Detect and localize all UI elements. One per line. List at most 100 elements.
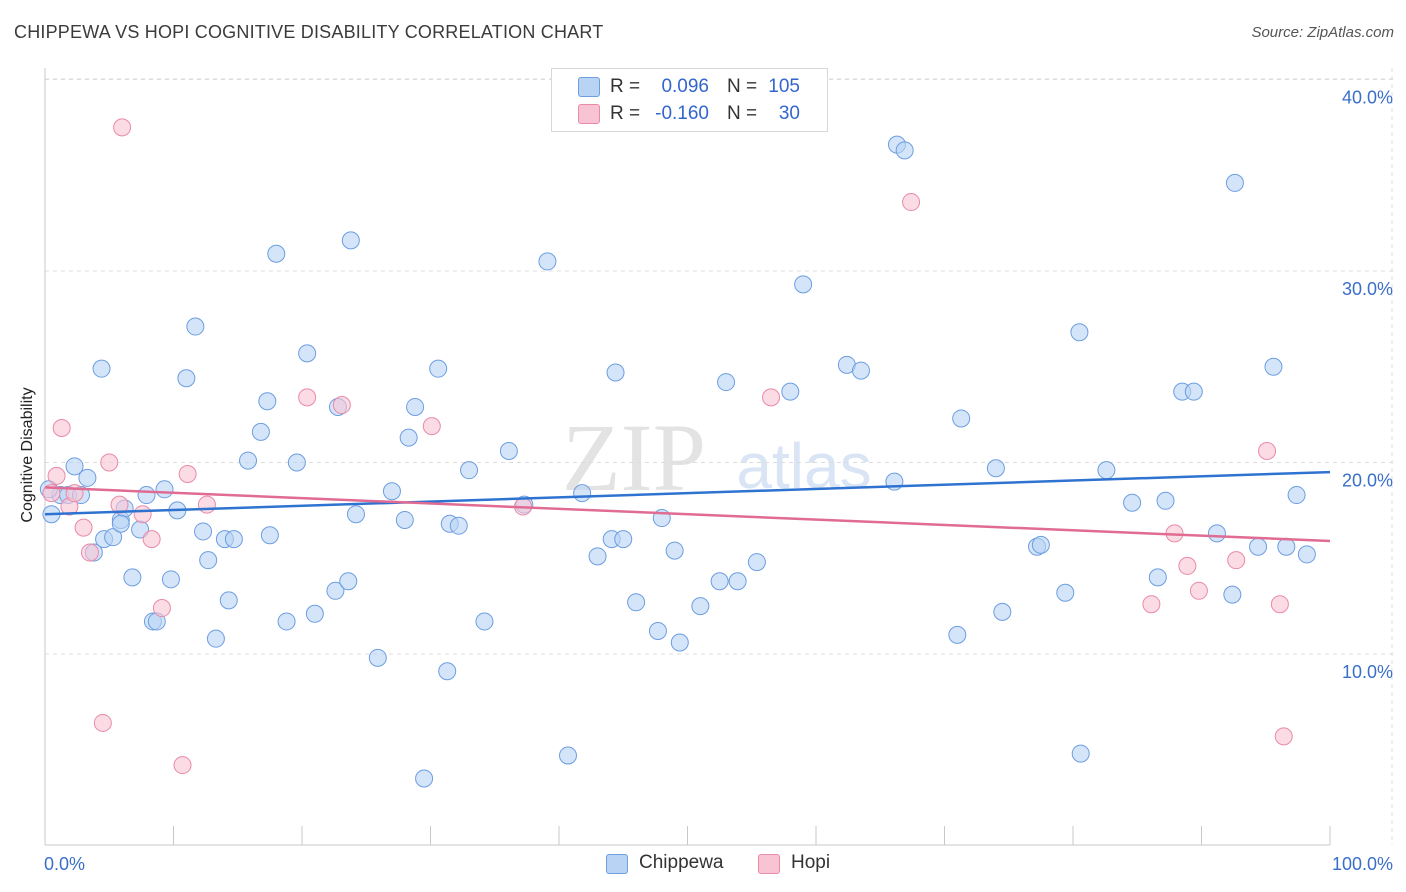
legend-n-label: N = xyxy=(727,76,758,97)
hopi-point xyxy=(902,193,921,212)
chippewa-point xyxy=(177,369,196,388)
legend-r-value: 0.096 xyxy=(661,76,709,97)
chippewa-point xyxy=(728,572,747,591)
chippewa-point xyxy=(368,648,387,667)
chippewa-point xyxy=(341,231,360,250)
chippewa-point xyxy=(781,382,800,401)
chippewa-point xyxy=(1156,491,1175,510)
chippewa-point xyxy=(747,553,766,572)
chippewa-point xyxy=(305,604,324,623)
chippewa-point xyxy=(382,482,401,501)
chippewa-point xyxy=(449,516,468,535)
chippewa-point xyxy=(691,597,710,616)
chippewa-point xyxy=(794,275,813,294)
chippewa-point xyxy=(123,568,142,587)
x-tick-label-100: 100.0% xyxy=(1332,854,1393,874)
chippewa-swatch xyxy=(578,77,600,97)
chippewa-point xyxy=(558,746,577,765)
chippewa-point xyxy=(155,480,174,499)
legend-n-value: 105 xyxy=(768,76,800,97)
chippewa-point xyxy=(1071,744,1090,763)
hopi-point xyxy=(47,466,66,485)
chippewa-point xyxy=(1148,568,1167,587)
chippewa-legend-swatch xyxy=(606,854,628,874)
chippewa-point xyxy=(588,547,607,566)
correlation-legend: R = 0.096 N = 105 R = -0.160 N = 30 xyxy=(551,68,828,132)
hopi-point xyxy=(93,713,112,732)
series-legend: Chippewa Hopi xyxy=(606,852,856,876)
hopi-point xyxy=(113,118,132,137)
chippewa-point xyxy=(277,612,296,631)
chippewa-point xyxy=(1249,537,1268,556)
chippewa-point xyxy=(206,629,225,648)
legend-r-label: R = xyxy=(610,76,641,97)
chippewa-point xyxy=(895,141,914,160)
chippewa-point xyxy=(258,392,277,411)
chippewa-point xyxy=(239,451,258,470)
legend-n-label: N = xyxy=(727,103,758,124)
hopi-point xyxy=(178,464,197,483)
y-tick-label-20: 20.0% xyxy=(1342,471,1393,491)
hopi-point xyxy=(298,388,317,407)
chippewa-point xyxy=(499,442,518,461)
chippewa-point xyxy=(1264,357,1283,376)
chippewa-point xyxy=(339,572,358,591)
hopi-legend-label: Hopi xyxy=(791,852,831,873)
chippewa-point xyxy=(399,428,418,447)
chippewa-point xyxy=(670,633,689,652)
chippewa-point xyxy=(65,457,84,476)
hopi-point xyxy=(1274,727,1293,746)
chippewa-point xyxy=(710,572,729,591)
chippewa-point xyxy=(475,612,494,631)
chippewa-point xyxy=(219,591,238,610)
legend-row-hopi: R = -0.160 N = 30 xyxy=(552,100,827,128)
legend-r-label: R = xyxy=(610,103,641,124)
chippewa-point xyxy=(326,581,345,600)
chippewa-point xyxy=(1070,323,1089,342)
chippewa-point xyxy=(78,468,97,487)
hopi-point xyxy=(52,419,71,438)
chippewa-point xyxy=(986,459,1005,478)
chippewa-point xyxy=(460,461,479,480)
chippewa-point xyxy=(614,530,633,549)
legend-r-value: -0.160 xyxy=(655,103,709,124)
hopi-point xyxy=(762,388,781,407)
hopi-point xyxy=(80,543,99,562)
chippewa-point xyxy=(406,397,425,416)
chippewa-trend-line xyxy=(44,470,1331,516)
y-tick-label-30: 30.0% xyxy=(1342,279,1393,299)
chippewa-point xyxy=(606,363,625,382)
hopi-legend-swatch xyxy=(758,854,780,874)
chippewa-point xyxy=(573,484,592,503)
chippewa-point xyxy=(92,359,111,378)
tick-labels: 10.0% 20.0% 30.0% 40.0% 0.0% 100.0% xyxy=(44,88,1393,875)
legend-n-value: 30 xyxy=(778,103,800,124)
chippewa-point xyxy=(1225,173,1244,192)
hopi-point xyxy=(422,417,441,436)
chippewa-point xyxy=(1123,493,1142,512)
trend-lines xyxy=(44,470,1331,543)
hopi-point xyxy=(1227,551,1246,570)
chippewa-point xyxy=(1031,535,1050,554)
chippewa-point xyxy=(538,252,557,271)
chippewa-point xyxy=(648,622,667,641)
hopi-point xyxy=(1258,442,1277,461)
y-tick-label-10: 10.0% xyxy=(1342,662,1393,682)
hopi-point xyxy=(1189,581,1208,600)
chippewa-point xyxy=(717,373,736,392)
chippewa-point xyxy=(1097,461,1116,480)
chippewa-point xyxy=(1223,585,1242,604)
hopi-point xyxy=(142,530,161,549)
chippewa-legend-label: Chippewa xyxy=(639,852,724,873)
hopi-point xyxy=(1178,556,1197,575)
chippewa-point xyxy=(251,422,270,441)
hopi-point xyxy=(152,599,171,618)
chippewa-point xyxy=(395,510,414,529)
legend-row-chippewa: R = 0.096 N = 105 xyxy=(552,73,827,101)
chippewa-point xyxy=(1056,583,1075,602)
chippewa-point xyxy=(993,602,1012,621)
hopi-points xyxy=(42,118,1293,775)
hopi-point xyxy=(1142,595,1161,614)
y-tick-label-40: 40.0% xyxy=(1342,88,1393,108)
